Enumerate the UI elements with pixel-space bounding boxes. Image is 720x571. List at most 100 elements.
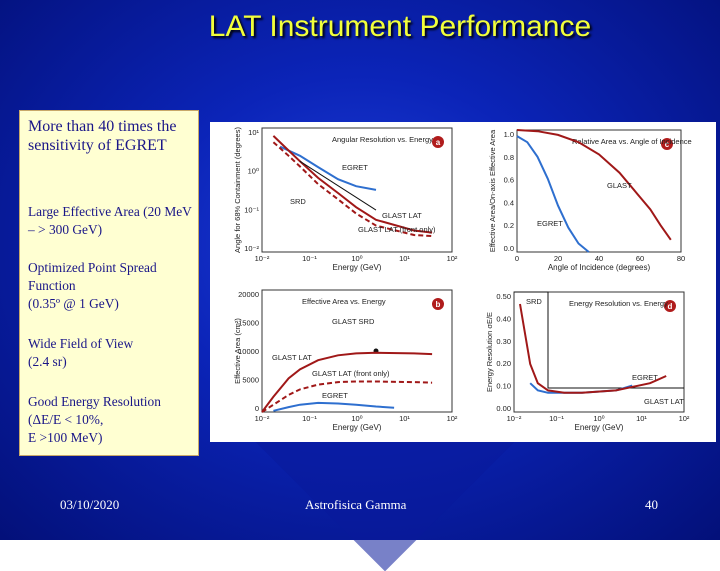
x-tick-label-b: 10⁰ xyxy=(351,414,362,423)
bullet-textbox: More than 40 times the sensitivity of EG… xyxy=(19,110,199,456)
plot-frame-b xyxy=(261,289,453,413)
x-tick-label-a: 10⁰ xyxy=(351,254,362,263)
x-tick-label-b: 10² xyxy=(447,414,458,423)
y-tick-label-c: 0.8 xyxy=(504,153,514,162)
series-label-b-3: EGRET xyxy=(322,391,348,400)
legend-b: Effective Area vs. Energy xyxy=(302,297,386,306)
y-tick-label-b: 20000 xyxy=(238,290,259,299)
series-label-a-3: GLAST LAT (front only) xyxy=(358,225,436,234)
x-tick-label-d: 10⁰ xyxy=(593,414,604,423)
y-tick-label-a: 10⁻² xyxy=(244,244,259,253)
x-tick-label-c: 20 xyxy=(554,254,562,263)
x-axis-label-c: Angle of Incidence (degrees) xyxy=(548,263,651,272)
footer-date: 03/10/2020 xyxy=(60,497,120,512)
x-tick-label-c: 60 xyxy=(636,254,644,263)
series-label-b-2: GLAST LAT (front only) xyxy=(312,369,390,378)
y-tick-label-d: 0.50 xyxy=(496,292,511,301)
x-tick-label-d: 10¹ xyxy=(636,414,647,423)
series-line-c-0 xyxy=(516,129,672,241)
footer-center-text: Astrofisica Gamma xyxy=(305,497,407,512)
series-line-b-1 xyxy=(261,351,433,413)
y-tick-label-a: 10⁰ xyxy=(248,167,259,176)
series-label-b-0: GLAST SRD xyxy=(332,317,375,326)
y-tick-label-d: 0.40 xyxy=(496,314,511,323)
y-tick-label-b: 15000 xyxy=(238,319,259,328)
legend-d: Energy Resolution vs. Energy xyxy=(569,299,668,308)
x-tick-label-a: 10¹ xyxy=(399,254,410,263)
y-tick-label-d: 0.00 xyxy=(496,404,511,413)
y-tick-label-c: 0.2 xyxy=(504,221,514,230)
plot-frame-a xyxy=(261,127,453,253)
x-tick-label-d: 10² xyxy=(679,414,690,423)
series-label-d-2: GLAST LAT xyxy=(644,397,684,406)
panel-badge-c xyxy=(661,138,673,150)
series-line-a-1 xyxy=(272,135,433,234)
series-line-b-2 xyxy=(261,380,433,413)
panel-badge-letter-a: a xyxy=(436,138,441,147)
y-tick-label-c: 0.0 xyxy=(504,244,514,253)
y-tick-label-d: 0.30 xyxy=(496,337,511,346)
panel-badge-letter-c: c xyxy=(665,140,670,149)
series-line-b-3 xyxy=(273,401,395,412)
legend-c: Relative Area vs. Angle of Incidence xyxy=(572,137,692,146)
y-tick-label-c: 0.6 xyxy=(504,176,514,185)
textbox-heading: More than 40 times the sensitivity of EG… xyxy=(28,118,177,154)
bullet-energy-resolution: Good Energy Resolution (ΔE/E < 10%, E >1… xyxy=(28,394,161,445)
x-tick-label-d: 10⁻¹ xyxy=(549,414,564,423)
panel-badge-letter-b: b xyxy=(436,300,441,309)
series-line-a-2 xyxy=(272,141,433,238)
legend-a: Angular Resolution vs. Energy xyxy=(332,135,433,144)
bullet-psf: Optimized Point Spread Function (0.35º @… xyxy=(28,260,157,311)
x-tick-label-c: 40 xyxy=(595,254,603,263)
x-axis-label-a: Energy (GeV) xyxy=(333,263,382,272)
panel-badge-b xyxy=(432,298,444,310)
y-axis-label-d: Energy Resolution σE/E xyxy=(485,312,494,392)
footer-page-number: 40 xyxy=(645,497,658,512)
series-line-a-3 xyxy=(299,160,377,211)
x-tick-label-b: 10¹ xyxy=(399,414,410,423)
series-label-b-1: GLAST LAT xyxy=(272,353,312,362)
x-tick-label-a: 10⁻² xyxy=(255,254,270,263)
y-axis-label-a: Angle for 68% Containment (degrees) xyxy=(233,127,242,253)
y-tick-label-b: 0 xyxy=(255,404,259,413)
y-tick-label-a: 10¹ xyxy=(248,128,259,137)
panel-badge-letter-d: d xyxy=(668,302,673,311)
x-axis-label-b: Energy (GeV) xyxy=(333,423,382,432)
x-axis-label-d: Energy (GeV) xyxy=(575,423,624,432)
series-label-a-0: EGRET xyxy=(342,163,368,172)
series-label-a-1: SRD xyxy=(290,197,306,206)
y-tick-label-a: 10⁻¹ xyxy=(244,205,259,214)
bullet-effective-area: Large Effective Area (20 MeV – > 300 GeV… xyxy=(28,204,192,237)
y-tick-label-d: 0.20 xyxy=(496,359,511,368)
panel-badge-d xyxy=(664,300,676,312)
series-label-c-0: GLAST xyxy=(607,181,632,190)
slide-title: LAT Instrument Performance xyxy=(208,10,592,43)
x-tick-label-c: 0 xyxy=(515,254,519,263)
performance-figure: 10¹ 10⁰ 10⁻¹ 10⁻² 10⁻² 10⁻¹ 10⁰ 10¹ 10² Energy (G… xyxy=(210,122,716,442)
x-tick-label-b: 10⁻² xyxy=(255,414,270,423)
series-label-d-0: SRD xyxy=(526,297,542,306)
y-tick-label-b: 5000 xyxy=(242,376,259,385)
series-label-d-1: EGRET xyxy=(632,373,658,382)
series-line-c-1 xyxy=(516,135,590,253)
y-axis-label-c: Effective Area/On-axis Effective Area xyxy=(488,129,497,252)
panel-badge-a xyxy=(432,136,444,148)
series-line-d-2 xyxy=(519,303,667,394)
series-label-a-2: GLAST LAT xyxy=(382,211,422,220)
y-tick-label-b: 10000 xyxy=(238,347,259,356)
x-tick-label-b: 10⁻¹ xyxy=(302,414,317,423)
y-axis-label-b: Effective Area (cm²) xyxy=(233,318,242,384)
plot-frame-c xyxy=(516,129,682,253)
x-tick-label-a: 10⁻¹ xyxy=(302,254,317,263)
x-tick-label-d: 10⁻² xyxy=(507,414,522,423)
plot-frame-d xyxy=(513,291,685,413)
y-tick-label-d: 0.10 xyxy=(496,382,511,391)
x-tick-label-a: 10² xyxy=(447,254,458,263)
series-line-a-0 xyxy=(279,145,377,191)
series-line-d-0 xyxy=(514,291,684,389)
x-tick-label-c: 80 xyxy=(677,254,685,263)
y-tick-label-c: 0.4 xyxy=(504,198,514,207)
bullet-field-of-view: Wide Field of View (2.4 sr) xyxy=(28,336,134,369)
